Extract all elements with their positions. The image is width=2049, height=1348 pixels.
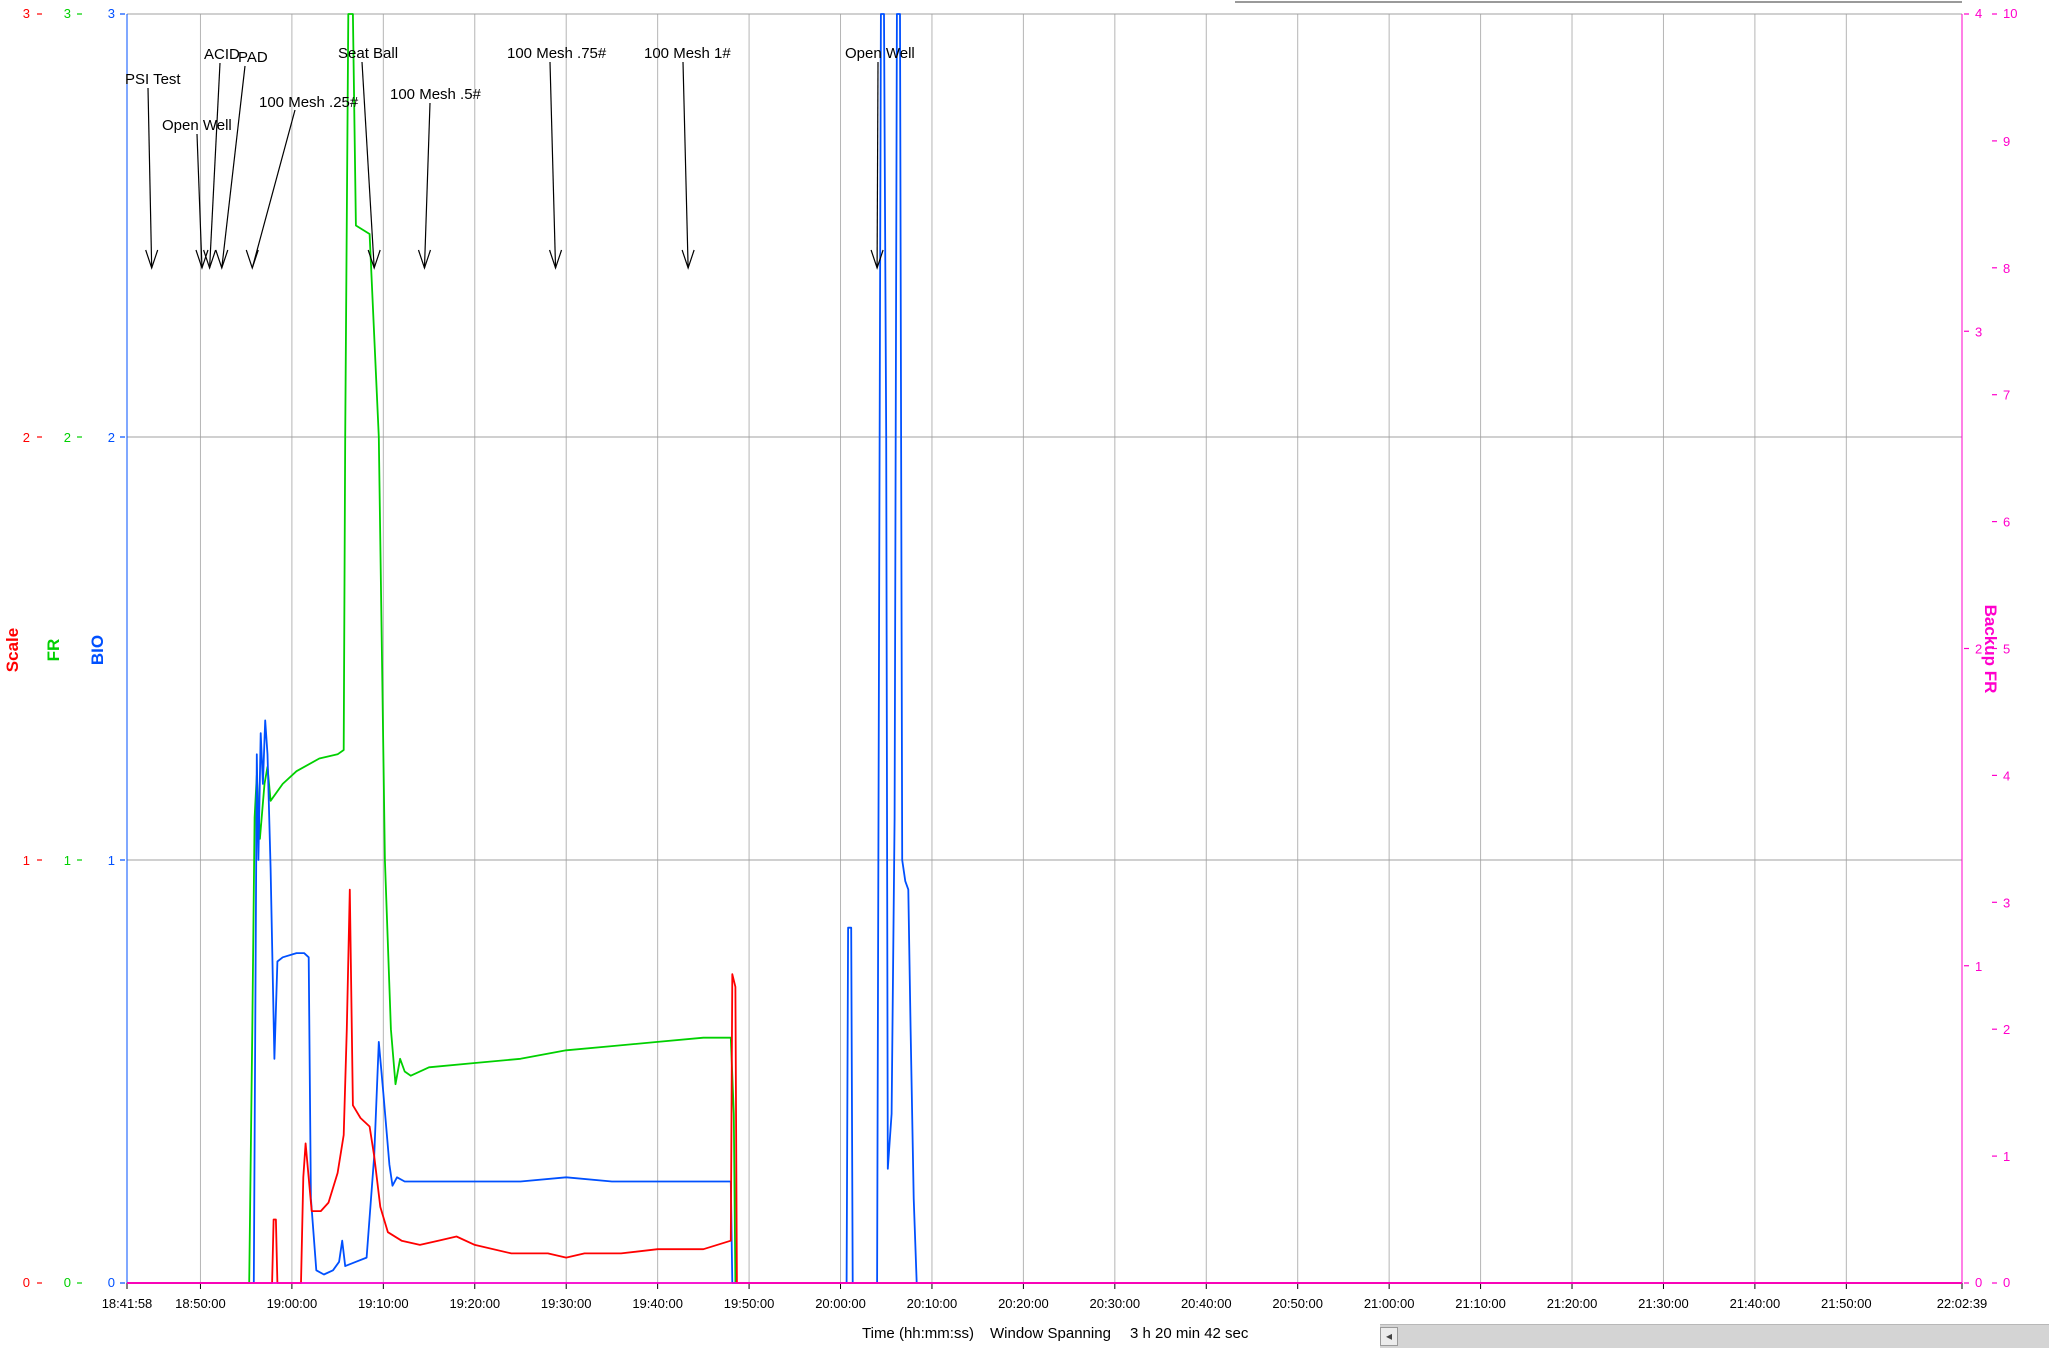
annotation-label: 100 Mesh .5# — [390, 86, 482, 103]
y-tick-label: 0 — [1975, 1275, 1982, 1290]
annotation-arrow-head-icon — [245, 249, 259, 270]
x-tick-label: 20:00:00 — [815, 1296, 866, 1311]
window-spanning-label: Window Spanning — [990, 1325, 1111, 1342]
y-tick-label: 6 — [2003, 515, 2010, 530]
y-tick-label: 8 — [2003, 261, 2010, 276]
y-tick-label: 2 — [108, 430, 115, 445]
y-tick-label: 2 — [1975, 642, 1982, 657]
x-tick-label: 20:30:00 — [1090, 1296, 1141, 1311]
y-tick-label: 4 — [1975, 6, 1982, 21]
annotation-label: Open Well — [845, 45, 915, 62]
annotation-label: 100 Mesh .25# — [259, 94, 359, 111]
y-tick-label: 9 — [2003, 134, 2010, 149]
x-tick-label: 20:10:00 — [907, 1296, 958, 1311]
x-tick-label: 19:50:00 — [724, 1296, 775, 1311]
y-tick-label: 2 — [23, 430, 30, 445]
y-tick-label: 5 — [2003, 642, 2010, 657]
annotation-label: ACID — [204, 46, 240, 63]
annotation-arrow-head-icon — [215, 249, 229, 270]
y-tick-label: 3 — [64, 6, 71, 21]
series-lines — [127, 13, 1962, 1284]
series-line-scale — [127, 888, 1962, 1284]
annotation-arrow-head-icon — [681, 249, 695, 270]
x-tick-label: 19:20:00 — [449, 1296, 500, 1311]
y-tick-label: 1 — [64, 853, 71, 868]
y-tick-label: 0 — [2003, 1275, 2010, 1290]
annotation-label: PSI Test — [125, 71, 181, 88]
annotation-label: Open Well — [162, 117, 232, 134]
annotation-arrow-line — [682, 61, 689, 269]
x-axis-label: Time (hh:mm:ss) — [862, 1325, 974, 1342]
x-axis-ticks: 18:41:58 18:50:00 19:00:00 19:10:00 19:20:00… — [102, 1283, 1988, 1311]
y-tick-label: 3 — [2003, 895, 2010, 910]
x-tick-label: 21:20:00 — [1547, 1296, 1598, 1311]
window-spanning-value: 3 h 20 min 42 sec — [1130, 1325, 1249, 1342]
annotation-arrow-head-icon — [145, 249, 159, 270]
annotation-arrow-line — [147, 87, 153, 269]
x-tick-label: 18:50:00 — [175, 1296, 226, 1311]
annotation-arrow-line — [221, 65, 246, 269]
scroll-left-arrow-icon[interactable]: ◂ — [1380, 1327, 1398, 1346]
annotation-label: PAD — [238, 49, 268, 66]
annotation-arrow-line — [549, 61, 557, 269]
annotation-arrow-head-icon — [367, 249, 381, 270]
x-tick-label: 21:50:00 — [1821, 1296, 1872, 1311]
y-axis-label-backup-fr: Backup FR — [1981, 605, 2000, 694]
y-tick-label: 2 — [2003, 1022, 2010, 1037]
y-tick-label: 0 — [108, 1275, 115, 1290]
y-axis-ticks: 0 1 2 3 0 1 2 3 0 1 2 3 0 1 2 3 4 0 1 2 3 4 5 6 7 8 9 10 — [23, 6, 2018, 1290]
y-tick-label: 3 — [23, 6, 30, 21]
annotation-label: 100 Mesh .75# — [507, 45, 607, 62]
y-axis-label-fr: FR — [44, 639, 63, 662]
series-line-bio — [127, 13, 1962, 1284]
x-tick-label: 19:10:00 — [358, 1296, 409, 1311]
horizontal-scrollbar[interactable]: ◂ — [1380, 1324, 2049, 1348]
x-tick-label: 21:00:00 — [1364, 1296, 1415, 1311]
x-tick-label: 21:10:00 — [1455, 1296, 1506, 1311]
x-tick-label: 22:02:39 — [1937, 1296, 1988, 1311]
y-tick-label: 1 — [23, 853, 30, 868]
x-tick-label: 21:40:00 — [1730, 1296, 1781, 1311]
x-tick-label: 19:40:00 — [632, 1296, 683, 1311]
x-tick-label: 20:20:00 — [998, 1296, 1049, 1311]
y-tick-label: 1 — [2003, 1149, 2010, 1164]
annotation-arrow-head-icon — [417, 249, 432, 270]
annotation-arrow-line — [361, 61, 375, 269]
x-tick-label: 20:40:00 — [1181, 1296, 1232, 1311]
annotation-arrow-line — [251, 109, 296, 269]
annotation-arrow-line — [876, 61, 879, 269]
y-tick-label: 2 — [64, 430, 71, 445]
x-tick-label: 19:00:00 — [267, 1296, 318, 1311]
y-tick-label: 10 — [2003, 6, 2017, 21]
annotation-arrow-head-icon — [548, 249, 563, 270]
annotation-label: 100 Mesh 1# — [644, 45, 731, 62]
y-tick-label: 7 — [2003, 388, 2010, 403]
series-line-fr — [127, 13, 1962, 1284]
x-tick-label: 18:41:58 — [102, 1296, 153, 1311]
y-tick-label: 1 — [1975, 959, 1982, 974]
annotation-label: Seat Ball — [338, 45, 398, 62]
annotation-arrow-head-icon — [203, 249, 217, 270]
y-tick-label: 3 — [1975, 324, 1982, 339]
y-tick-label: 0 — [64, 1275, 71, 1290]
y-axis-label-scale: Scale — [3, 628, 22, 672]
x-tick-label: 20:50:00 — [1272, 1296, 1323, 1311]
grid-lines — [126, 13, 1963, 1284]
annotation-arrow-head-icon — [870, 249, 884, 270]
y-tick-label: 1 — [108, 853, 115, 868]
annotation-arrow-line — [423, 102, 431, 269]
y-tick-label: 3 — [108, 6, 115, 21]
x-tick-label: 19:30:00 — [541, 1296, 592, 1311]
y-tick-label: 4 — [2003, 768, 2010, 783]
annotation-arrow-line — [196, 133, 203, 269]
x-tick-label: 21:30:00 — [1638, 1296, 1689, 1311]
y-tick-label: 0 — [23, 1275, 30, 1290]
y-axis-label-bio: BIO — [88, 635, 107, 665]
annotation-arrow-line — [208, 62, 221, 269]
